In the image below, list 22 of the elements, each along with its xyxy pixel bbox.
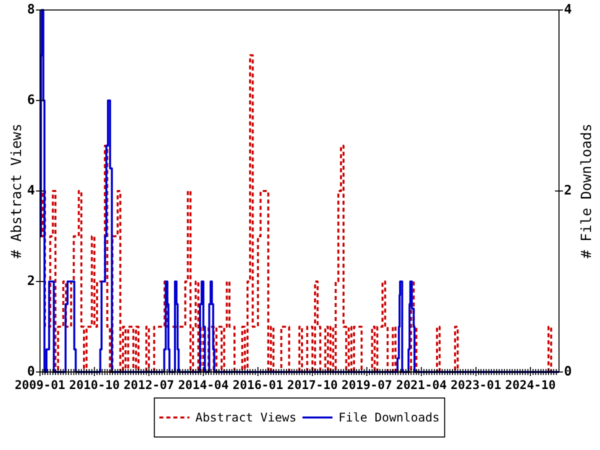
x-tick-label: 2016-01 (232, 378, 284, 392)
y-axis-title: # Abstract Views (9, 124, 25, 258)
y-tick-label: 6 (27, 93, 36, 108)
x-tick-label: 2009-01 (14, 378, 66, 392)
x-tick-label: 2024-10 (505, 378, 556, 392)
y2-tick-label: 0 (564, 364, 572, 380)
y2-tick-label: 2 (564, 184, 572, 198)
y-tick-label: 4 (27, 184, 36, 198)
x-tick-label: 2017-10 (287, 378, 338, 392)
legend-label: Abstract Views (195, 410, 297, 424)
y-tick-label: 8 (27, 2, 36, 18)
y-tick-label: 2 (27, 274, 35, 289)
x-tick-label: 2010-10 (69, 378, 120, 392)
legend-label: File Downloads (338, 410, 440, 424)
x-tick-label: 2023-01 (450, 378, 502, 392)
x-tick-label: 2019-07 (342, 378, 392, 392)
y2-tick-label: 4 (564, 2, 572, 18)
y2-axis-title: # File Downloads (579, 124, 595, 258)
y-tick-label: 0 (27, 364, 36, 380)
x-tick-label: 2012-07 (124, 378, 174, 392)
x-tick-label: 2021-04 (396, 378, 447, 392)
x-tick-label: 2014-04 (178, 378, 229, 392)
